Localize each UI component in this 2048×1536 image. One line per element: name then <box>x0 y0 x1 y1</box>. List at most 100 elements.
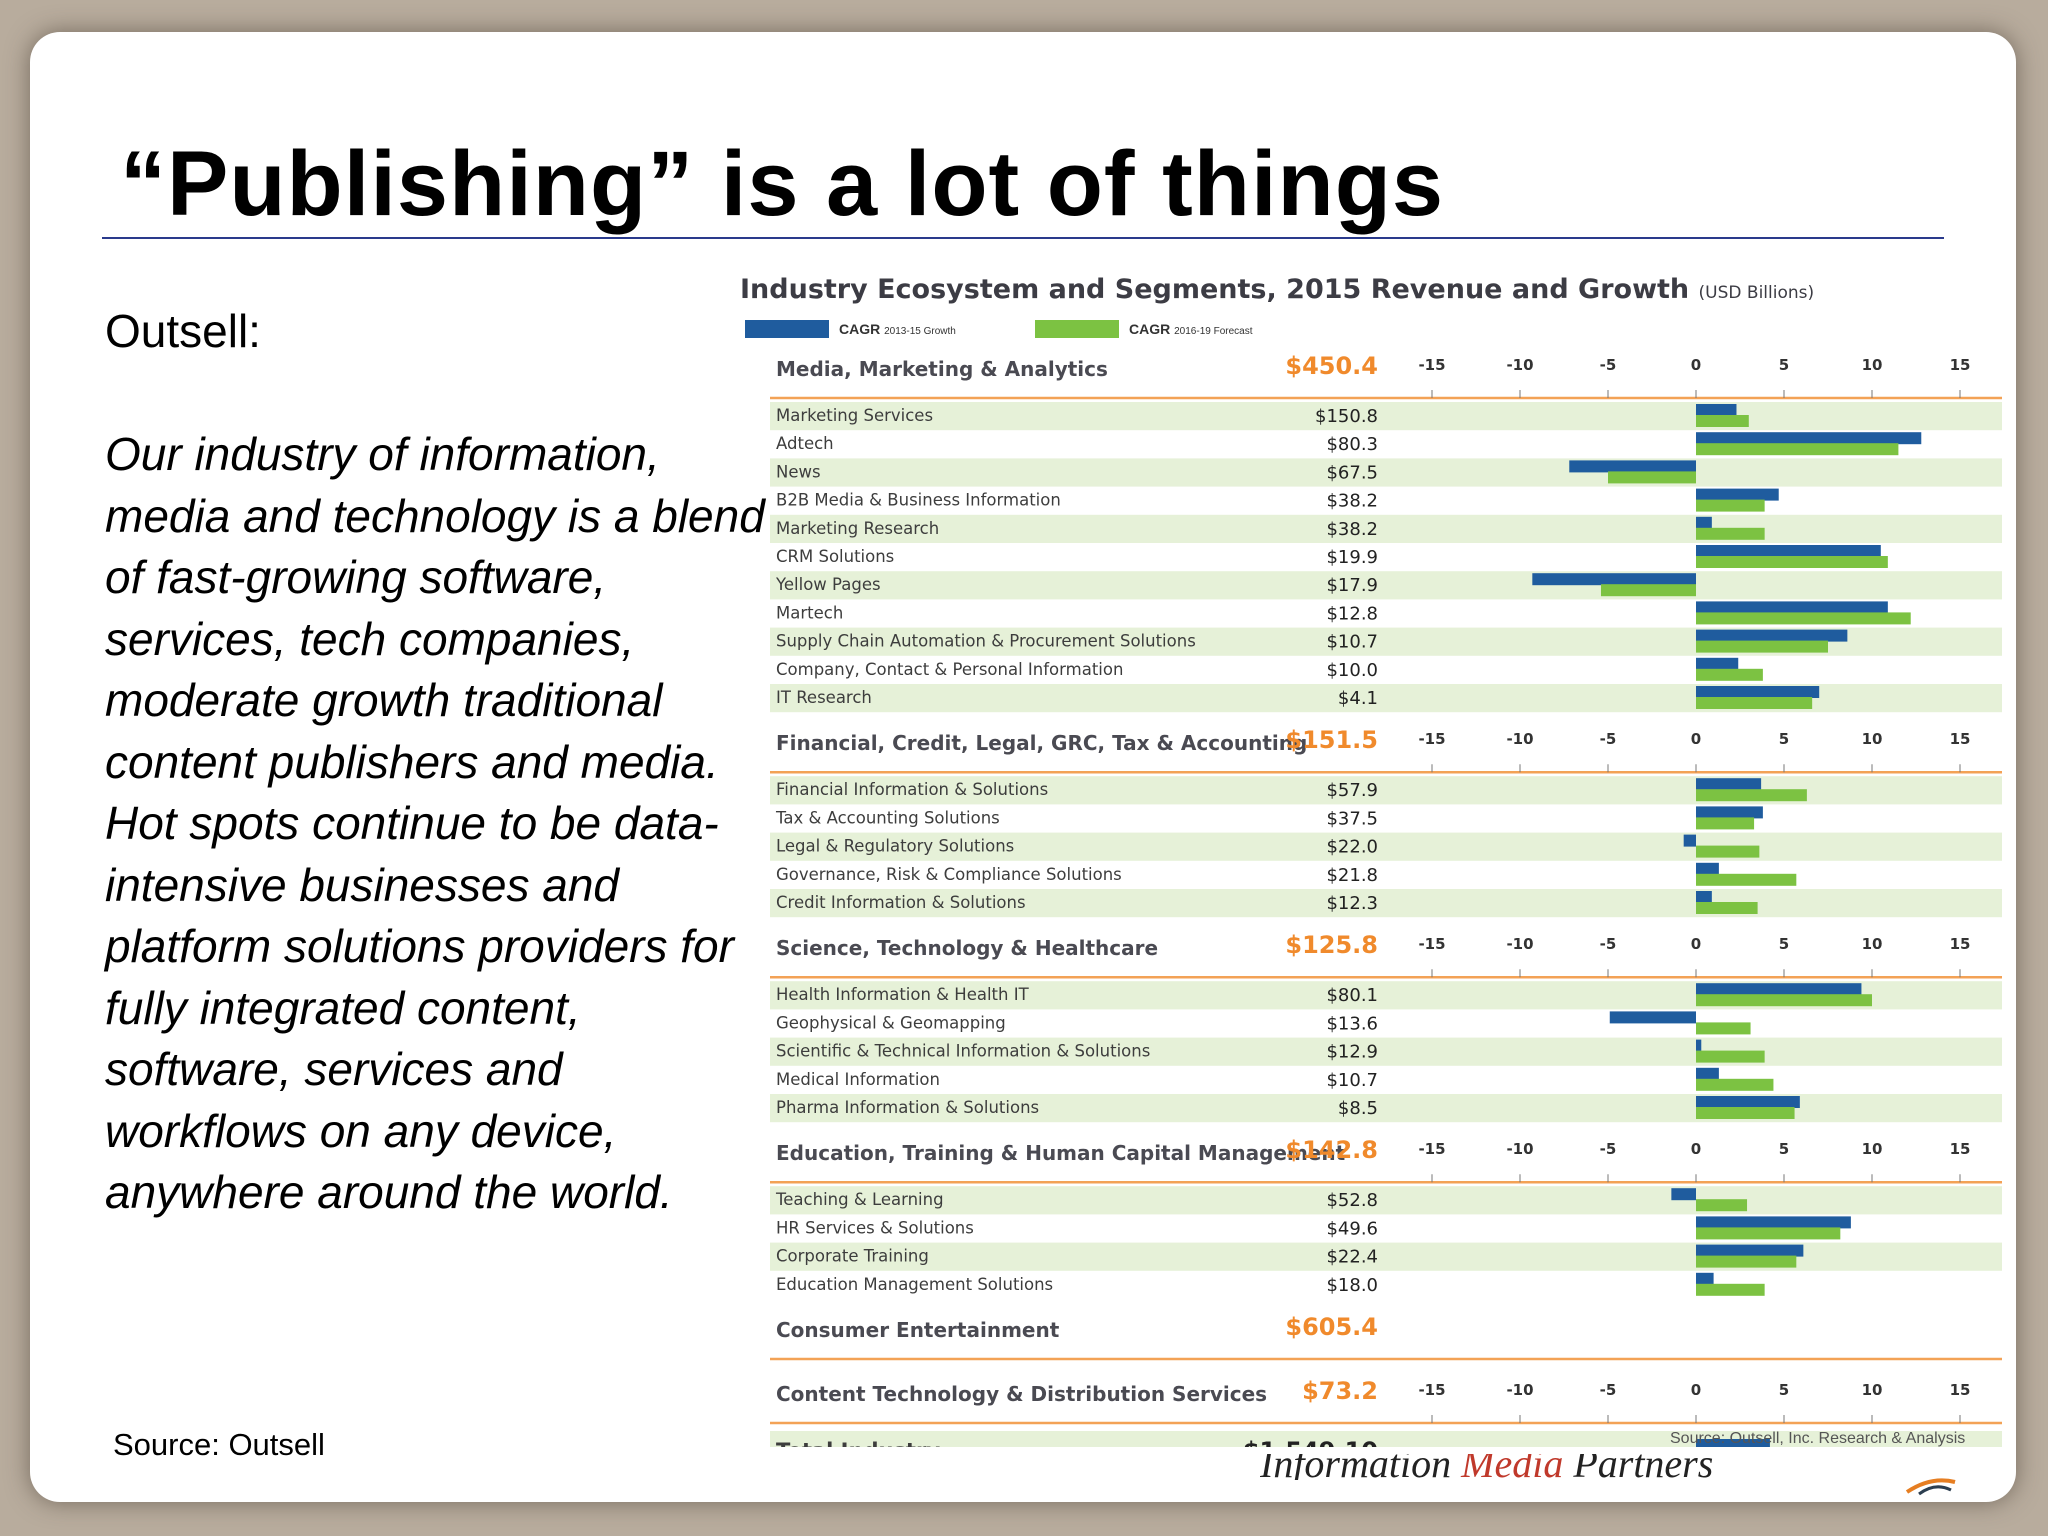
bar-growth <box>1696 891 1712 903</box>
group-header-3: Education, Training & Human Capital Mana… <box>776 1141 1346 1165</box>
row-value: $49.6 <box>1326 1218 1378 1239</box>
row-stripe <box>770 1242 2002 1271</box>
bar-forecast <box>1696 668 1763 681</box>
watermark-logo-text: Information Media Partners <box>1260 1454 1714 1480</box>
x-tick-label: -10 <box>1506 935 1533 953</box>
total-label: Total Industry <box>776 1439 940 1447</box>
x-tick-label: 15 <box>1950 356 1971 374</box>
bar-growth <box>1696 432 1922 445</box>
row-value: $22.4 <box>1326 1247 1378 1268</box>
bar-growth <box>1696 1039 1702 1052</box>
bar-growth <box>1696 488 1779 501</box>
slide-source: Source: Outsell <box>113 1427 325 1462</box>
row-label: Marketing Research <box>776 519 939 538</box>
total-value: $1,549.10 <box>1243 1437 1378 1447</box>
x-tick-label: 0 <box>1691 1140 1701 1158</box>
legend-label-forecast: CAGR <box>1129 321 1171 337</box>
row-value: $38.2 <box>1326 519 1378 540</box>
x-tick-label: 10 <box>1862 935 1883 953</box>
bar-forecast <box>1696 612 1911 625</box>
row-value: $21.8 <box>1326 865 1378 886</box>
row-value: $12.9 <box>1326 1042 1378 1063</box>
watermark-logo-mark <box>1905 1478 1956 1496</box>
x-tick-label: -15 <box>1418 935 1445 953</box>
total-bar-growth <box>1696 1439 1770 1447</box>
bar-forecast <box>1696 1078 1774 1091</box>
row-label: Financial Information & Solutions <box>776 780 1048 799</box>
x-tick-label: 10 <box>1862 730 1883 748</box>
title-divider <box>102 237 1944 239</box>
bar-forecast <box>1608 471 1696 484</box>
row-label: Adtech <box>776 434 834 453</box>
row-label: CRM Solutions <box>776 547 894 566</box>
body-text: Our industry of information, media and t… <box>105 428 765 1218</box>
row-value: $13.6 <box>1326 1013 1378 1034</box>
row-value: $10.7 <box>1326 1070 1378 1091</box>
bar-growth <box>1609 1011 1696 1024</box>
row-stripe <box>770 1186 2002 1215</box>
bar-forecast <box>1696 817 1755 830</box>
x-tick-label: -5 <box>1600 1381 1617 1399</box>
row-value: $10.7 <box>1326 632 1378 653</box>
x-tick-label: 5 <box>1779 1140 1789 1158</box>
total-row-stripe <box>770 1431 2002 1447</box>
bar-forecast <box>1696 527 1765 540</box>
chart-title-unit: (USD Billions) <box>1698 283 1815 303</box>
row-value: $12.3 <box>1326 893 1378 914</box>
row-value: $12.8 <box>1326 603 1378 624</box>
bar-growth <box>1696 778 1762 791</box>
bar-forecast <box>1696 556 1888 568</box>
row-label: Martech <box>776 603 843 622</box>
group-total-5: $73.2 <box>1302 1377 1378 1405</box>
bar-forecast <box>1696 789 1807 802</box>
x-tick-label: 10 <box>1862 356 1883 374</box>
x-tick-label: 15 <box>1950 935 1971 953</box>
bar-forecast <box>1696 443 1899 456</box>
group-header-5: Content Technology & Distribution Servic… <box>776 1382 1267 1406</box>
bar-growth <box>1696 1067 1719 1080</box>
row-value: $150.8 <box>1315 406 1378 427</box>
chart-source: Source: Outsell, Inc. Research & Analysi… <box>1670 1430 1966 1447</box>
row-value: $37.5 <box>1326 808 1378 829</box>
x-tick-label: 5 <box>1779 356 1789 374</box>
row-label: Yellow Pages <box>775 575 881 594</box>
group-total-3: $142.8 <box>1285 1136 1378 1164</box>
x-tick-label: -5 <box>1600 356 1617 374</box>
bar-growth <box>1696 983 1862 996</box>
bar-growth <box>1696 806 1763 819</box>
row-label: IT Research <box>776 688 872 707</box>
x-tick-label: -15 <box>1418 1381 1445 1399</box>
bar-forecast <box>1696 845 1760 858</box>
row-value: $10.0 <box>1326 660 1378 681</box>
row-value: $38.2 <box>1326 491 1378 512</box>
legend-item-growth: CAGR 2013-15 Growth <box>745 319 956 339</box>
bar-growth <box>1696 862 1719 875</box>
x-tick-label: 10 <box>1862 1381 1883 1399</box>
row-value: $19.9 <box>1326 547 1378 568</box>
bar-forecast <box>1696 1022 1751 1035</box>
slide: “Publishing” is a lot of things Outsell:… <box>30 32 2016 1502</box>
x-tick-label: 0 <box>1691 356 1701 374</box>
row-label: Credit Information & Solutions <box>776 893 1026 912</box>
legend-swatch-forecast <box>1035 320 1119 338</box>
row-label: Company, Contact & Personal Information <box>776 660 1123 679</box>
row-label: Scientific & Technical Information & Sol… <box>776 1042 1150 1061</box>
row-label: Legal & Regulatory Solutions <box>776 837 1014 856</box>
bar-growth <box>1671 1188 1696 1201</box>
x-tick-label: 5 <box>1779 935 1789 953</box>
x-tick-label: -5 <box>1600 1140 1617 1158</box>
row-stripe <box>770 889 2002 918</box>
x-tick-label: 0 <box>1691 935 1701 953</box>
row-label: Corporate Training <box>776 1247 929 1266</box>
group-header-4: Consumer Entertainment <box>776 1318 1060 1342</box>
row-stripe <box>770 1037 2002 1066</box>
group-total-2: $125.8 <box>1285 931 1378 959</box>
bar-forecast <box>1696 640 1828 653</box>
row-stripe <box>770 832 2002 861</box>
row-stripe <box>770 571 2002 600</box>
row-value: $52.8 <box>1326 1190 1378 1211</box>
row-label: Medical Information <box>776 1070 940 1089</box>
row-label: Pharma Information & Solutions <box>776 1098 1039 1117</box>
group-header-0: Media, Marketing & Analytics <box>776 357 1108 381</box>
row-label: Governance, Risk & Compliance Solutions <box>776 865 1122 884</box>
